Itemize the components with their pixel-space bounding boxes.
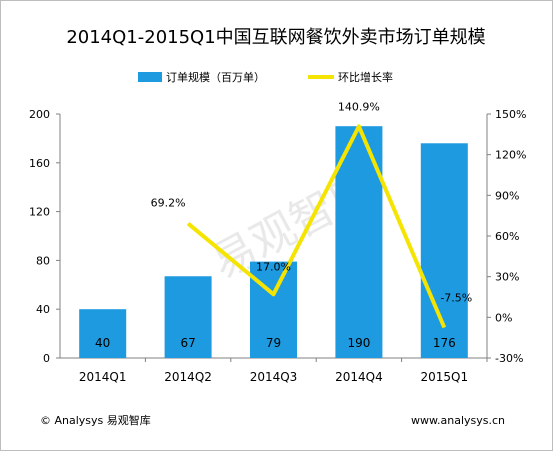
growth-rate-line — [186, 124, 447, 329]
bar-2014Q3 — [250, 261, 297, 358]
left-tick-label: 80 — [36, 254, 50, 267]
growth-rate-label: 69.2% — [151, 197, 186, 210]
right-tick-label: 150% — [495, 108, 526, 121]
bar-series — [79, 126, 468, 358]
x-tick-label: 2014Q4 — [335, 370, 383, 384]
x-axis-labels: 2014Q1 2014Q2 2014Q3 2014Q4 2015Q1 — [79, 358, 488, 384]
bar-2014Q1 — [79, 309, 127, 358]
bar-value-label: 176 — [433, 336, 456, 350]
bar-2014Q2 — [164, 276, 212, 358]
footer-website: www.analysys.cn — [411, 414, 505, 427]
x-tick-label: 2015Q1 — [420, 370, 468, 384]
line-data-labels: 69.2% 17.0% 140.9% -7.5% — [151, 100, 473, 304]
right-tick-label: 30% — [495, 271, 519, 284]
right-tick-label: 90% — [495, 189, 519, 202]
left-tick-label: 40 — [36, 303, 50, 316]
right-axis-ticks: -30% 0% 30% 60% 90% 120% 150% — [487, 108, 526, 365]
chart-title: 2014Q1-2015Q1中国互联网餐饮外卖市场订单规模 — [66, 27, 485, 48]
bar-2015Q1 — [420, 143, 468, 358]
legend-label-orders: 订单规模（百万单） — [166, 70, 265, 84]
left-tick-label: 200 — [29, 108, 50, 121]
x-tick-label: 2014Q2 — [164, 370, 212, 384]
bar-value-label: 190 — [347, 336, 370, 350]
left-tick-label: 120 — [29, 206, 50, 219]
right-tick-label: -30% — [495, 352, 523, 365]
right-tick-label: 0% — [495, 311, 512, 324]
right-tick-label: 60% — [495, 230, 519, 243]
right-tick-label: 120% — [495, 149, 526, 162]
line-series — [186, 124, 447, 329]
bar-value-label: 79 — [266, 336, 281, 350]
bar-value-label: 40 — [95, 336, 110, 350]
x-tick-label: 2014Q1 — [79, 370, 127, 384]
footer-copyright: © Analysys 易观智库 — [40, 413, 151, 427]
growth-rate-label: 140.9% — [338, 100, 380, 113]
legend: 订单规模（百万单） 环比增长率 — [138, 70, 393, 84]
growth-rate-label: -7.5% — [440, 292, 472, 305]
bar-value-label: 67 — [180, 336, 195, 350]
x-tick-label: 2014Q3 — [250, 370, 298, 384]
bar-data-labels: 40 67 79 190 176 — [95, 336, 456, 350]
left-tick-label: 160 — [29, 157, 50, 170]
growth-rate-label: 17.0% — [256, 260, 291, 273]
legend-label-growth: 环比增长率 — [338, 70, 393, 84]
left-axis-ticks: 0 40 80 120 160 200 — [29, 108, 60, 365]
left-tick-label: 0 — [43, 352, 50, 365]
legend-swatch-orders — [138, 72, 162, 82]
